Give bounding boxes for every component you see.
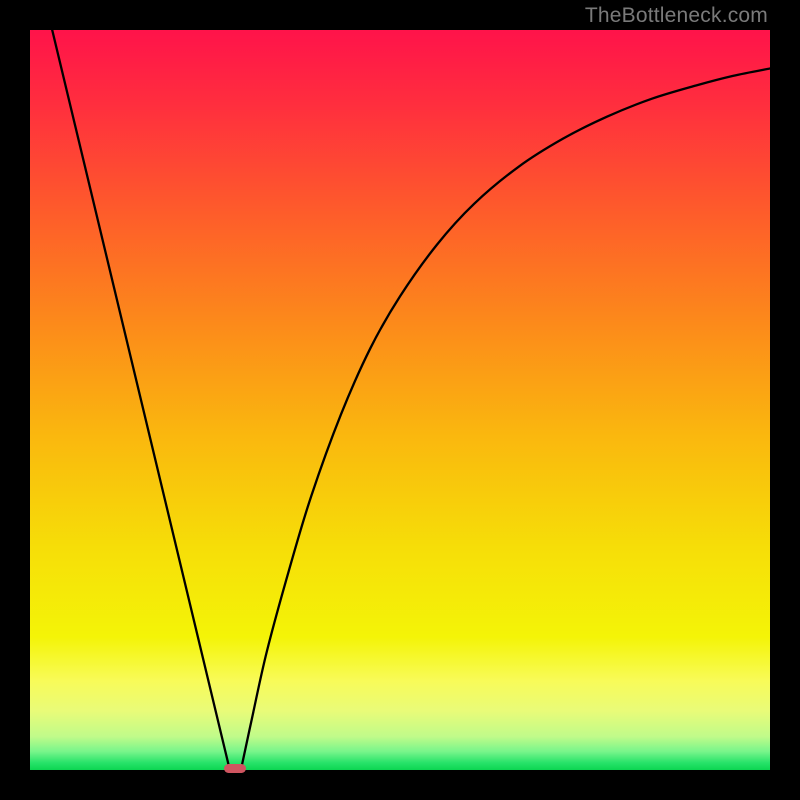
left-branch-path — [52, 30, 230, 770]
chart-outer: TheBottleneck.com — [0, 0, 800, 800]
watermark-text: TheBottleneck.com — [585, 4, 768, 28]
plot-area — [30, 30, 770, 770]
right-branch-path — [241, 68, 770, 770]
curve-svg — [30, 30, 770, 770]
minimum-marker — [224, 764, 246, 773]
